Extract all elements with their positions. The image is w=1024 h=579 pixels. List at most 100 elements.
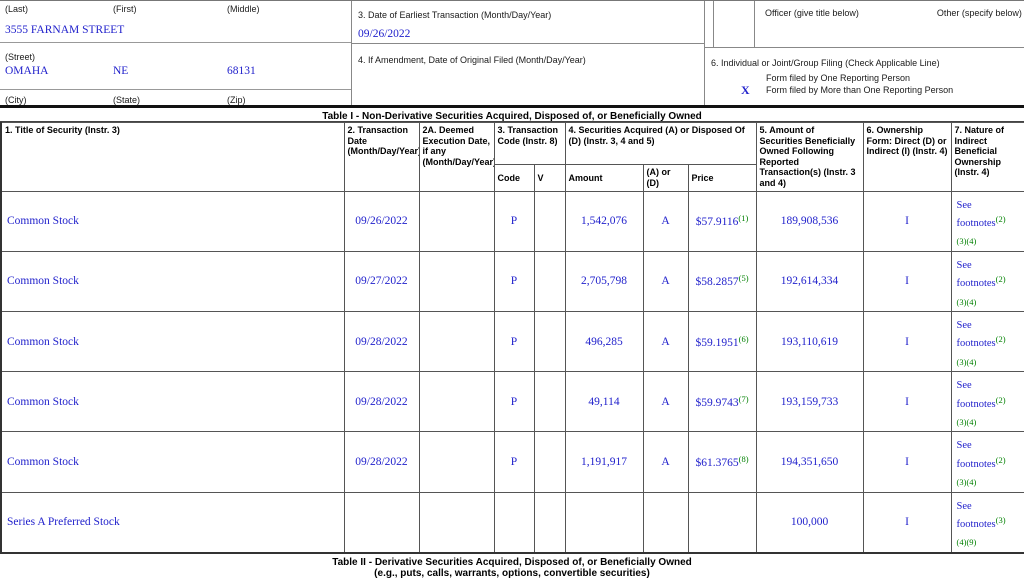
amount: 2,705,798	[564, 250, 644, 313]
nature-footnote-ref: (2)	[995, 394, 1006, 405]
securities-owned: 189,908,536	[755, 190, 864, 252]
security-title: Common Stock	[0, 190, 345, 252]
table1-non-derivative-securities: 1. Title of Security (Instr. 3) 2. Trans…	[0, 122, 1024, 554]
form-header-section: (Last) (First) (Middle) 3555 FARNAM STRE…	[0, 0, 1024, 105]
ownership-form: I	[862, 250, 952, 313]
transaction-code	[493, 491, 535, 554]
one-reporting-person-label: Form filed by One Reporting Person	[766, 73, 911, 83]
transaction-code: P	[493, 310, 535, 373]
nature-of-ownership: See footnotes	[956, 199, 996, 230]
nature-footnote-ref: (3)	[995, 514, 1006, 525]
acquired-disposed: A	[642, 250, 689, 313]
transaction-code: P	[493, 431, 535, 493]
price: $61.3765	[695, 456, 739, 469]
header-amount-owned-following: 5. Amount of Securities Beneficially Own…	[755, 122, 864, 192]
nature-footnote-ref: (2)	[995, 334, 1006, 345]
transaction-code: P	[493, 250, 535, 313]
nature-footnote-ref: (2)	[995, 214, 1006, 225]
nature-of-ownership: See footnotes	[956, 320, 996, 350]
price-footnote-ref: (1)	[738, 213, 749, 224]
reporting-person-address-block: (Last) (First) (Middle) 3555 FARNAM STRE…	[0, 1, 352, 105]
price: $58.2857	[695, 276, 739, 289]
officer-label: Officer (give title below)	[765, 8, 859, 18]
deemed-execution-date	[418, 250, 495, 313]
label-first: (First)	[113, 4, 137, 14]
header-a-or-d: (A) or (D)	[642, 163, 689, 192]
nature-footnote-refs-wrapped: (4)(9)	[956, 537, 977, 548]
header-code: Code	[493, 163, 535, 192]
earliest-transaction-date: 09/26/2022	[358, 28, 411, 40]
transaction-date: 09/26/2022	[343, 190, 420, 252]
price-footnote-ref: (7)	[738, 393, 749, 404]
header-title-of-security: 1. Title of Security (Instr. 3)	[0, 122, 345, 192]
transaction-code: P	[493, 190, 535, 252]
nature-footnote-ref: (2)	[995, 454, 1006, 465]
transaction-date: 09/27/2022	[343, 250, 420, 313]
price: $57.9116	[695, 216, 739, 229]
officer-checkbox-cell	[713, 1, 755, 47]
header-deemed-execution-date: 2A. Deemed Execution Date, if any (Month…	[418, 122, 495, 192]
label-middle: (Middle)	[227, 4, 260, 14]
deemed-execution-date	[418, 431, 495, 493]
acquired-disposed: A	[642, 190, 689, 252]
earliest-transaction-label: 3. Date of Earliest Transaction (Month/D…	[358, 10, 552, 20]
header-ownership-form: 6. Ownership Form: Direct (D) or Indirec…	[862, 122, 952, 192]
nature-of-ownership: See footnotes	[956, 259, 996, 290]
table2-title-line1: Table II - Derivative Securities Acquire…	[332, 556, 692, 568]
ownership-form: I	[862, 491, 952, 554]
ownership-form: I	[862, 190, 952, 252]
header-v: V	[533, 163, 566, 192]
amendment-date-box: 4. If Amendment, Date of Original Filed …	[352, 44, 704, 106]
securities-owned: 100,000	[755, 491, 864, 554]
price: $59.9743	[695, 396, 739, 409]
nature-footnote-refs-wrapped: (3)(4)	[956, 416, 977, 427]
securities-owned: 193,110,619	[755, 310, 864, 373]
transaction-v	[533, 431, 566, 493]
transaction-date: 09/28/2022	[343, 431, 420, 493]
header-nature-of-indirect-ownership: 7. Nature of Indirect Beneficial Ownersh…	[950, 122, 1024, 192]
transaction-v	[533, 250, 566, 313]
amount: 1,191,917	[564, 431, 644, 493]
transaction-v	[533, 310, 566, 373]
transaction-date: 09/28/2022	[343, 310, 420, 373]
security-title: Series A Preferred Stock	[0, 491, 345, 554]
label-street: (Street)	[5, 52, 36, 62]
label-city: (City)	[5, 95, 27, 105]
acquired-disposed	[642, 491, 689, 554]
price: $59.1951	[695, 336, 739, 349]
label-state: (State)	[113, 95, 141, 105]
price-footnote-ref: (6)	[738, 333, 749, 344]
header-amount: Amount	[564, 163, 644, 192]
transaction-date	[343, 491, 420, 554]
acquired-disposed: A	[642, 431, 689, 493]
transaction-date: 09/28/2022	[343, 371, 420, 433]
transaction-v	[533, 190, 566, 252]
transaction-v	[533, 491, 566, 554]
deemed-execution-date	[418, 190, 495, 252]
more-than-one-checked-mark: X	[741, 83, 750, 97]
table1-title: Table I - Non-Derivative Securities Acqu…	[0, 105, 1024, 122]
table-row: Common Stock 09/28/2022 P 1,191,917 A $6…	[0, 431, 1024, 493]
nature-of-ownership: See footnotes	[956, 500, 996, 530]
amount: 1,542,076	[564, 190, 644, 252]
amount: 496,285	[564, 310, 644, 373]
table2-title-line2: (e.g., puts, calls, warrants, options, c…	[374, 567, 650, 579]
zip-value: 68131	[227, 65, 256, 77]
nature-footnote-refs-wrapped: (3)(4)	[956, 356, 977, 367]
deemed-execution-date	[418, 491, 495, 554]
acquired-disposed: A	[642, 310, 689, 373]
relationship-checkbox-row: Officer (give title below) Other (specif…	[705, 1, 1024, 48]
table-row: Common Stock 09/27/2022 P 2,705,798 A $5…	[0, 250, 1024, 313]
city-value: OMAHA	[5, 65, 49, 77]
header-transaction-date: 2. Transaction Date (Month/Day/Year)	[343, 122, 420, 192]
table-row: Common Stock 09/26/2022 P 1,542,076 A $5…	[0, 190, 1024, 252]
amount: 49,114	[564, 371, 644, 433]
deemed-execution-date	[418, 310, 495, 373]
nature-footnote-ref: (2)	[995, 274, 1006, 285]
table-row: Common Stock 09/28/2022 P 49,114 A $59.9…	[0, 371, 1024, 433]
nature-footnote-refs-wrapped: (3)(4)	[956, 236, 977, 247]
table-row: Series A Preferred Stock 100,000 I See f…	[0, 491, 1024, 554]
security-title: Common Stock	[0, 250, 345, 313]
header-securities-acquired-disposed: 4. Securities Acquired (A) or Disposed O…	[564, 122, 757, 165]
label-last: (Last)	[5, 4, 29, 14]
